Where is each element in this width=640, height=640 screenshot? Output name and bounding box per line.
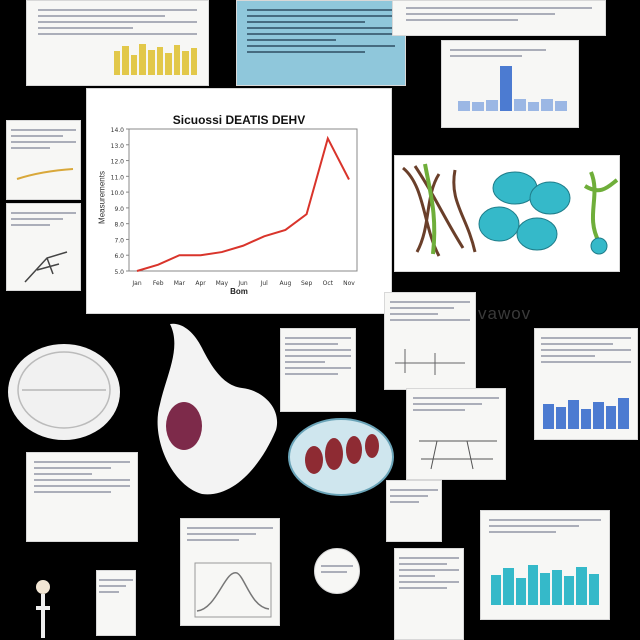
y-tick-label: 11.0 xyxy=(111,174,125,181)
biology-illustration-card xyxy=(394,155,620,272)
document-card-bar-chart-blue xyxy=(441,40,579,128)
document-card-bottom-right-small xyxy=(394,548,464,640)
y-tick-label: 9.0 xyxy=(114,206,124,213)
document-card-left-2 xyxy=(6,203,81,291)
document-card-bottom-left xyxy=(26,452,138,542)
y-tick-label: 10.0 xyxy=(111,190,125,197)
x-tick-label: Oct xyxy=(323,280,334,287)
document-card-right-bars xyxy=(534,328,638,440)
x-tick-label: Apr xyxy=(195,280,206,287)
plot-frame xyxy=(128,128,358,272)
sketch-hand-icon xyxy=(24,251,68,283)
overlay-text: vawov xyxy=(478,304,532,323)
document-card-center xyxy=(280,328,356,412)
y-tick-label: 14.0 xyxy=(111,127,125,134)
document-card-center-right xyxy=(406,388,506,480)
series-line xyxy=(136,135,350,272)
plant-root-left xyxy=(402,165,477,257)
document-card-bottom-right-bars xyxy=(480,510,610,620)
x-tick-label: Mar xyxy=(174,280,186,287)
line-chart: 5.0 6.0 7.0 8.0 9.0 10.0 11.0 12.0 13.0 14.0 Jan Fe… xyxy=(111,127,358,287)
y-tick-label: 8.0 xyxy=(114,222,124,229)
y-tick-label: 7.0 xyxy=(114,237,124,244)
document-card-bottom-left-small xyxy=(96,570,136,636)
chart-xlabel: Bom xyxy=(230,287,248,296)
document-card-bottom-chart xyxy=(180,518,280,626)
y-tick-label: 12.0 xyxy=(111,159,125,166)
figurine-icon xyxy=(36,580,50,638)
document-card-top-right xyxy=(392,0,606,36)
x-tick-label: Feb xyxy=(153,280,164,287)
document-card-blue xyxy=(236,0,406,86)
cell-4 xyxy=(516,217,558,251)
x-tick-label: Nov xyxy=(343,280,355,287)
mini-bar-chart-yellow xyxy=(113,41,198,75)
plant-stem-green xyxy=(423,163,437,255)
mitochondria-model xyxy=(288,418,394,496)
document-card-middle xyxy=(384,292,476,390)
x-tick-label: May xyxy=(216,280,229,287)
mini-curve xyxy=(16,168,74,180)
document-card-top-left xyxy=(26,0,209,86)
y-tick-label: 6.0 xyxy=(114,253,124,260)
cell-diagram xyxy=(402,163,619,257)
x-tick-label: Aug xyxy=(280,280,292,287)
cell-2 xyxy=(529,181,571,215)
document-card-left-1 xyxy=(6,120,81,200)
cell-3 xyxy=(478,206,520,242)
y-tick-label: 13.0 xyxy=(111,143,125,150)
white-dish-object xyxy=(8,344,120,440)
mini-peak-chart xyxy=(194,562,272,618)
x-tick-label: Jun xyxy=(237,280,248,287)
main-chart-card: Sicuossi DEATIS DEHV Measurements Bom 5.… xyxy=(86,88,392,314)
sketch-lines xyxy=(395,349,465,375)
x-tick-label: Sep xyxy=(301,280,313,287)
round-badge xyxy=(314,548,360,594)
sketch-diagram xyxy=(419,440,497,470)
x-tick-label: Jul xyxy=(260,280,269,287)
document-card-bottom-center xyxy=(386,480,442,542)
plant-seedling-right xyxy=(583,171,619,243)
y-tick-label: 5.0 xyxy=(114,269,124,276)
x-tick-label: Jan xyxy=(131,280,141,287)
white-organ-model xyxy=(157,323,278,495)
chart-title: Sicuossi DEATIS DEHV xyxy=(172,113,306,127)
